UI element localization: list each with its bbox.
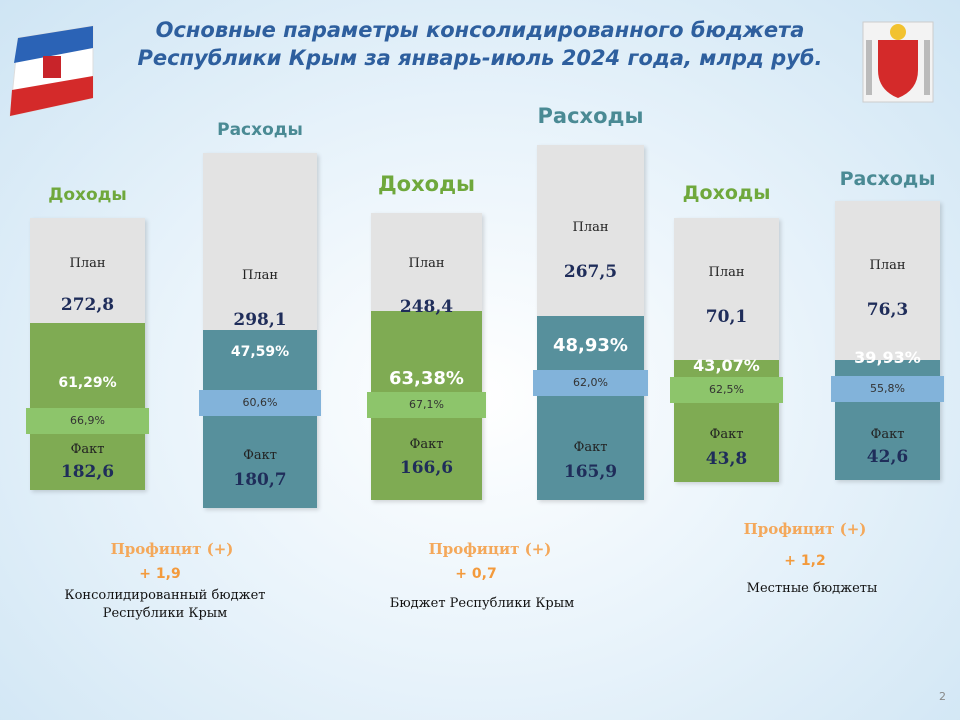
plan-value: 267,5	[563, 262, 618, 282]
surplus-label: Профицит (+)	[743, 520, 867, 538]
execution-percent: 61,29%	[58, 375, 117, 391]
budget-column	[30, 218, 145, 490]
plan-label: План	[408, 256, 445, 271]
fact-value: 182,6	[60, 462, 115, 482]
column-heading: Расходы	[217, 120, 303, 140]
fact-label: Факт	[70, 442, 105, 457]
plan-value: 248,4	[399, 297, 454, 317]
fact-value: 42,6	[866, 447, 909, 467]
fact-label: Факт	[573, 440, 608, 455]
execution-percent: 47,59%	[230, 344, 290, 360]
surplus-value: + 1,2	[784, 553, 826, 569]
share-box: 66,9%	[26, 408, 149, 434]
surplus-value: + 0,7	[455, 566, 497, 582]
plan-value: 298,1	[233, 310, 287, 330]
execution-percent: 43,07%	[693, 356, 760, 375]
share-box: 67,1%	[367, 392, 486, 418]
execution-percent: 63,38%	[389, 368, 464, 389]
surplus-label: Профицит (+)	[428, 540, 552, 558]
column-heading: Расходы	[839, 168, 936, 190]
column-heading: Доходы	[377, 172, 476, 196]
fact-fill	[203, 330, 317, 508]
title: Республики Крым за январь-июль 2024 года…	[137, 46, 823, 70]
surplus-value: + 1,9	[139, 566, 181, 582]
plan-value: 272,8	[60, 295, 115, 315]
surplus-label: Профицит (+)	[110, 540, 234, 558]
column-heading: Доходы	[682, 182, 771, 204]
plan-value: 76,3	[866, 300, 909, 320]
plan-label: План	[241, 268, 278, 283]
title: Основные параметры консолидированного бю…	[155, 18, 805, 42]
fact-label: Факт	[243, 448, 277, 463]
column-heading: Расходы	[537, 104, 644, 128]
caption: Консолидированный бюджет	[64, 588, 266, 603]
budget-column	[674, 218, 779, 482]
coat-of-arms	[862, 21, 934, 103]
column-heading: Доходы	[48, 185, 127, 205]
budget-column	[203, 153, 317, 508]
plan-label: План	[69, 256, 106, 271]
caption: Местные бюджеты	[746, 581, 878, 596]
share-box: 62,5%	[670, 377, 783, 403]
plan-label: План	[869, 258, 906, 273]
fact-label: Факт	[409, 437, 444, 452]
fact-label: Факт	[870, 427, 905, 442]
execution-percent: 48,93%	[553, 335, 628, 356]
execution-percent: 39,93%	[854, 348, 921, 367]
flag	[9, 25, 94, 117]
fact-value: 166,6	[399, 458, 454, 478]
budget-column	[537, 145, 644, 500]
plan-value: 70,1	[705, 307, 748, 327]
plan-label: План	[572, 220, 609, 235]
fact-value: 43,8	[705, 449, 748, 469]
share-box: 55,8%	[831, 376, 944, 402]
share-box: 62,0%	[533, 370, 648, 396]
fact-value: 165,9	[563, 462, 618, 482]
fact-fill	[30, 323, 145, 490]
page-number: 2	[939, 690, 946, 703]
fact-value: 180,7	[233, 470, 287, 490]
caption: Бюджет Республики Крым	[389, 596, 575, 611]
plan-label: План	[708, 265, 745, 280]
share-box: 60,6%	[199, 390, 321, 416]
fact-fill	[537, 316, 644, 500]
caption: Республики Крым	[102, 606, 228, 621]
fact-label: Факт	[709, 427, 744, 442]
